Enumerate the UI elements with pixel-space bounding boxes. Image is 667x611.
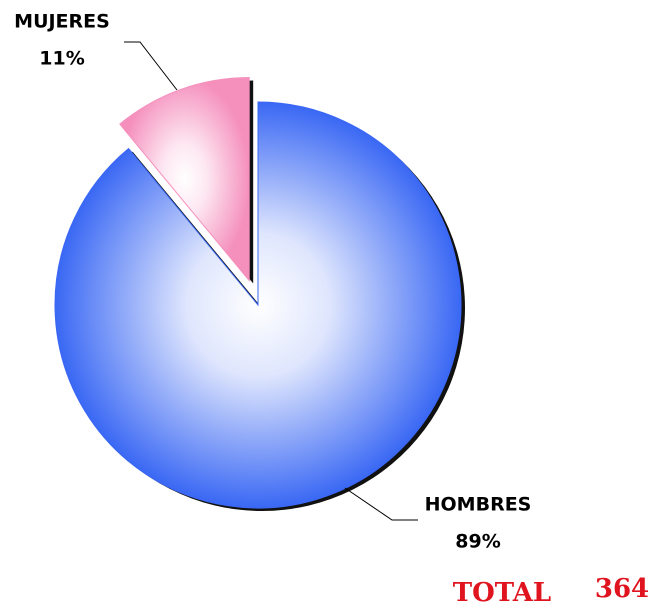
leader-line [124, 41, 178, 91]
slice-label: HOMBRES [425, 494, 532, 516]
slice [119, 77, 250, 282]
slice-label: MUJERES [14, 11, 110, 33]
leader-line [344, 487, 418, 521]
slice [54, 101, 462, 509]
slice-value-label: 89% [455, 531, 500, 553]
slice-value-label: 11% [39, 48, 84, 70]
total-label: TOTAL [453, 578, 551, 608]
total-value: 364 [595, 574, 649, 604]
